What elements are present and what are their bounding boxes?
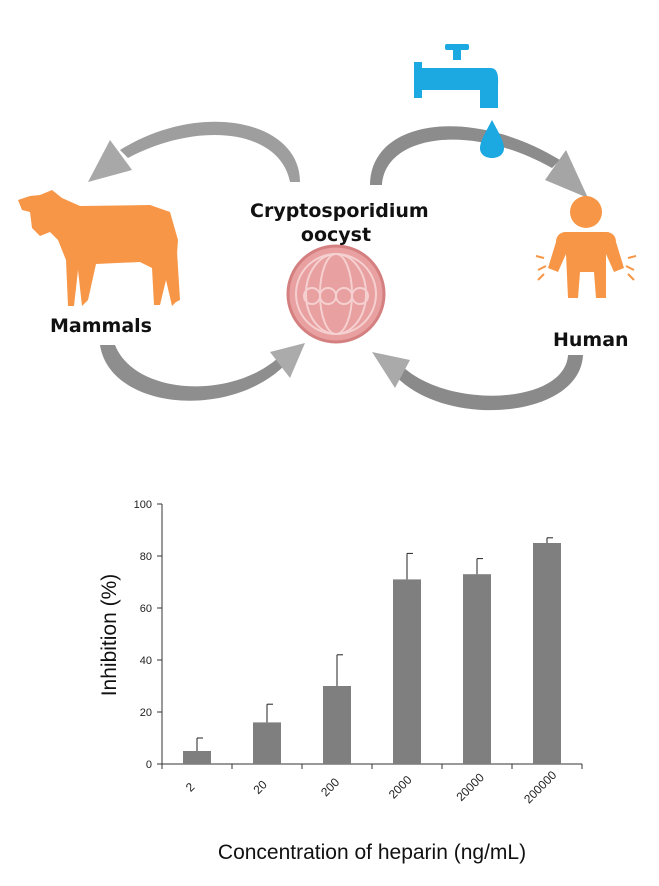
inhibition-bar-chart: 0 20 40 60 80 100 2 20 200 2000 20000 200000 Inhib… (98, 499, 583, 864)
oocyst-label-line2: oocyst (300, 224, 372, 246)
cycle-arrow-icon (100, 343, 305, 401)
human-label: Human (553, 329, 629, 351)
x-tick-label: 20 (250, 777, 270, 797)
y-tick-label: 20 (140, 707, 152, 719)
bar (533, 543, 561, 764)
y-tick-labels: 0 20 40 60 80 100 (134, 499, 152, 771)
sick-person-icon (535, 196, 637, 298)
oocyst-label-line1: Cryptosporidium (250, 200, 429, 222)
x-tick-label: 2000 (386, 773, 415, 802)
cycle-arrow-icon (370, 126, 588, 198)
x-tick-label: 200 (318, 775, 342, 799)
x-tick-label: 20000 (453, 770, 487, 804)
y-tick-label: 40 (140, 655, 152, 667)
y-tick-label: 80 (140, 551, 152, 563)
y-axis-label: Inhibition (%) (98, 574, 121, 697)
x-tick-label: 200000 (521, 768, 559, 806)
y-tick-label: 60 (140, 603, 152, 615)
chart-axes (157, 503, 583, 769)
cycle-arrow-icon (372, 352, 583, 411)
oocyst-icon (286, 244, 386, 344)
bar (183, 751, 211, 764)
water-tap-icon (414, 44, 499, 108)
y-tick-label: 0 (146, 759, 152, 771)
cycle-arrow-icon (88, 121, 300, 182)
bar (393, 579, 421, 764)
bar (323, 686, 351, 764)
x-tick-label: 2 (183, 780, 198, 795)
x-tick-labels: 2 20 200 2000 20000 200000 (183, 768, 560, 806)
chart-bars (183, 537, 561, 764)
oocyst-label: Cryptosporidium oocyst (250, 199, 429, 247)
bar (463, 574, 491, 764)
life-cycle-diagram (18, 44, 637, 411)
water-drop-icon (480, 120, 504, 158)
mammals-label: Mammals (50, 315, 152, 337)
cow-icon (18, 190, 180, 306)
x-axis-label: Concentration of heparin (ng/mL) (218, 841, 526, 864)
bar (253, 722, 281, 764)
y-tick-label: 100 (134, 499, 152, 511)
